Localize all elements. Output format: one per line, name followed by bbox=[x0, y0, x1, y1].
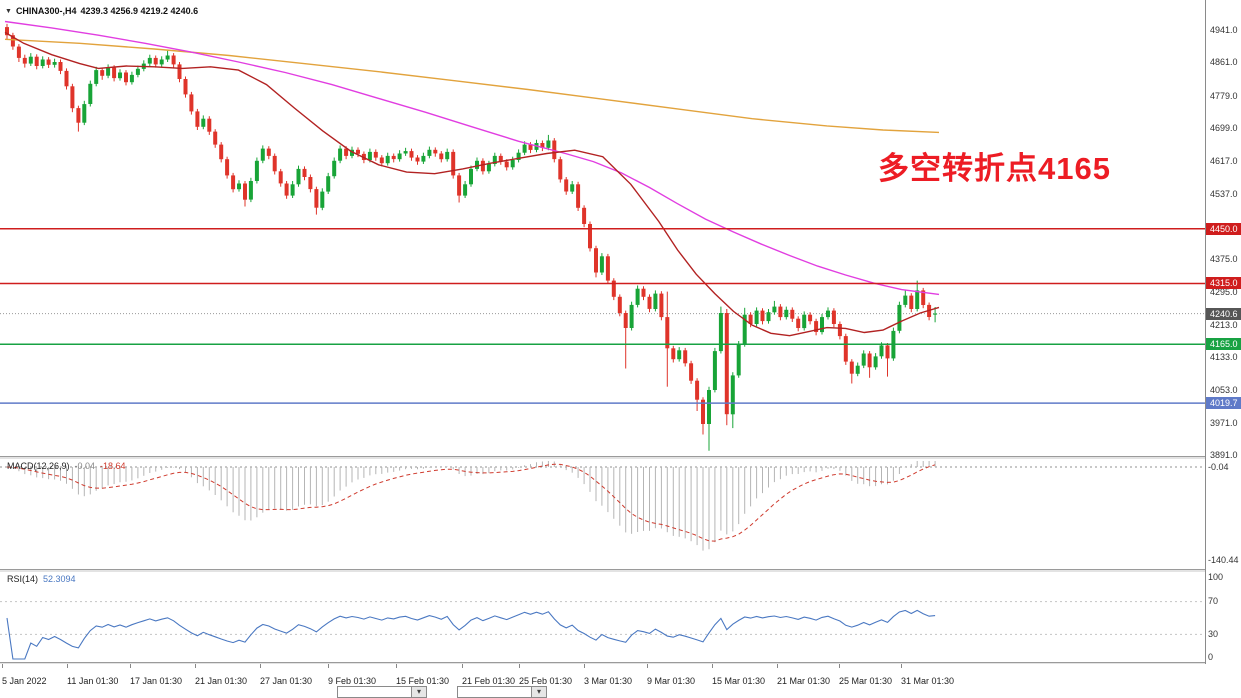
macd-name: MACD(12,26,9) bbox=[7, 461, 70, 471]
chevron-down-icon: ▾ bbox=[531, 687, 546, 697]
time-tick bbox=[777, 664, 778, 668]
time-tick bbox=[2, 664, 3, 668]
panel-separator[interactable] bbox=[0, 662, 1241, 664]
panel-separator[interactable] bbox=[0, 456, 1241, 459]
time-label: 5 Jan 2022 bbox=[2, 676, 47, 686]
chevron-down-icon: ▾ bbox=[411, 687, 426, 697]
price-badge: 4315.0 bbox=[1206, 277, 1241, 289]
collapse-triangle-icon[interactable]: ▼ bbox=[5, 7, 12, 15]
rsi-scale-100: 100 bbox=[1208, 572, 1224, 582]
time-tick bbox=[519, 664, 520, 668]
macd-scale-zero: -0.04 bbox=[1208, 462, 1229, 472]
price-badge: 4240.6 bbox=[1206, 308, 1241, 320]
price-tick: 4941.0 bbox=[1210, 25, 1238, 35]
macd-scale-min: -140.44 bbox=[1208, 555, 1239, 565]
time-label: 21 Jan 01:30 bbox=[195, 676, 248, 686]
time-tick bbox=[839, 664, 840, 668]
time-label: 15 Mar 01:30 bbox=[712, 676, 766, 686]
time-label: 21 Mar 01:30 bbox=[777, 676, 831, 686]
price-badge: 4019.7 bbox=[1206, 397, 1241, 409]
price-tick: 4053.0 bbox=[1210, 385, 1238, 395]
rsi-chart[interactable] bbox=[0, 572, 1205, 662]
price-tick: 4617.0 bbox=[1210, 156, 1238, 166]
price-tick: 4375.0 bbox=[1210, 254, 1238, 264]
price-tick: 4537.0 bbox=[1210, 189, 1238, 199]
price-tick: 4295.0 bbox=[1210, 287, 1238, 297]
time-label: 3 Mar 01:30 bbox=[584, 676, 633, 686]
time-label: 21 Feb 01:30 bbox=[462, 676, 516, 686]
main-chart-svg[interactable] bbox=[0, 0, 1205, 456]
price-tick: 4861.0 bbox=[1210, 57, 1238, 67]
symbol-bar: ▼ CHINA300-,H4 4239.3 4256.9 4219.2 4240… bbox=[5, 6, 198, 16]
rsi-name: RSI(14) bbox=[7, 574, 39, 584]
rsi-chart-svg[interactable] bbox=[0, 572, 1205, 662]
price-tick: 3971.0 bbox=[1210, 418, 1238, 428]
time-label: 25 Mar 01:30 bbox=[839, 676, 893, 686]
price-badge: 4450.0 bbox=[1206, 223, 1241, 235]
panel-separator[interactable] bbox=[0, 569, 1241, 572]
time-tick bbox=[260, 664, 261, 668]
time-tick bbox=[901, 664, 902, 668]
time-label: 9 Mar 01:30 bbox=[647, 676, 696, 686]
macd-chart-svg[interactable] bbox=[0, 459, 1205, 569]
price-tick: 3891.0 bbox=[1210, 450, 1238, 460]
price-scale[interactable]: 4941.0 4861.0 4779.0 4699.0 4617.0 4537.0 4375… bbox=[1205, 0, 1241, 664]
time-tick bbox=[647, 664, 648, 668]
price-tick: 4699.0 bbox=[1210, 123, 1238, 133]
main-chart[interactable] bbox=[0, 0, 1205, 456]
macd-value: -0.04 bbox=[74, 461, 96, 471]
time-label: 15 Feb 01:30 bbox=[396, 676, 450, 686]
time-tick bbox=[584, 664, 585, 668]
macd-label: MACD(12,26,9) -0.04 -18.64 bbox=[7, 461, 126, 471]
macd-signal-value: -18.64 bbox=[100, 461, 126, 471]
time-label: 17 Jan 01:30 bbox=[130, 676, 183, 686]
time-label: 27 Jan 01:30 bbox=[260, 676, 313, 686]
time-axis[interactable]: 5 Jan 2022 11 Jan 01:30 17 Jan 01:30 21 Jan… bbox=[0, 664, 1241, 698]
time-label: 11 Jan 01:30 bbox=[67, 676, 119, 686]
price-tick: 4133.0 bbox=[1210, 352, 1238, 362]
time-tick bbox=[712, 664, 713, 668]
price-tick: 4213.0 bbox=[1210, 320, 1238, 330]
annotation-text[interactable]: 多空转折点4165 bbox=[878, 151, 1111, 186]
time-tick bbox=[328, 664, 329, 668]
time-tick bbox=[195, 664, 196, 668]
symbol-name: CHINA300-,H4 bbox=[15, 6, 77, 16]
price-tick: 4779.0 bbox=[1210, 91, 1238, 101]
macd-chart[interactable] bbox=[0, 459, 1205, 569]
rsi-scale-0: 0 bbox=[1208, 652, 1214, 662]
rsi-label: RSI(14) 52.3094 bbox=[7, 574, 76, 584]
time-label: 9 Feb 01:30 bbox=[328, 676, 377, 686]
ohlc-readout: 4239.3 4256.9 4219.2 4240.6 bbox=[80, 6, 199, 16]
time-tick bbox=[462, 664, 463, 668]
rsi-value: 52.3094 bbox=[43, 574, 76, 584]
bottom-dropdown-2[interactable]: ▾ bbox=[457, 686, 547, 698]
time-tick bbox=[396, 664, 397, 668]
bottom-dropdown-1[interactable]: ▾ bbox=[337, 686, 427, 698]
rsi-scale-30: 30 bbox=[1208, 629, 1219, 639]
price-badge: 4165.0 bbox=[1206, 338, 1241, 350]
time-label: 25 Feb 01:30 bbox=[519, 676, 573, 686]
time-tick bbox=[130, 664, 131, 668]
time-label: 31 Mar 01:30 bbox=[901, 676, 955, 686]
rsi-scale-70: 70 bbox=[1208, 596, 1219, 606]
time-tick bbox=[67, 664, 68, 668]
